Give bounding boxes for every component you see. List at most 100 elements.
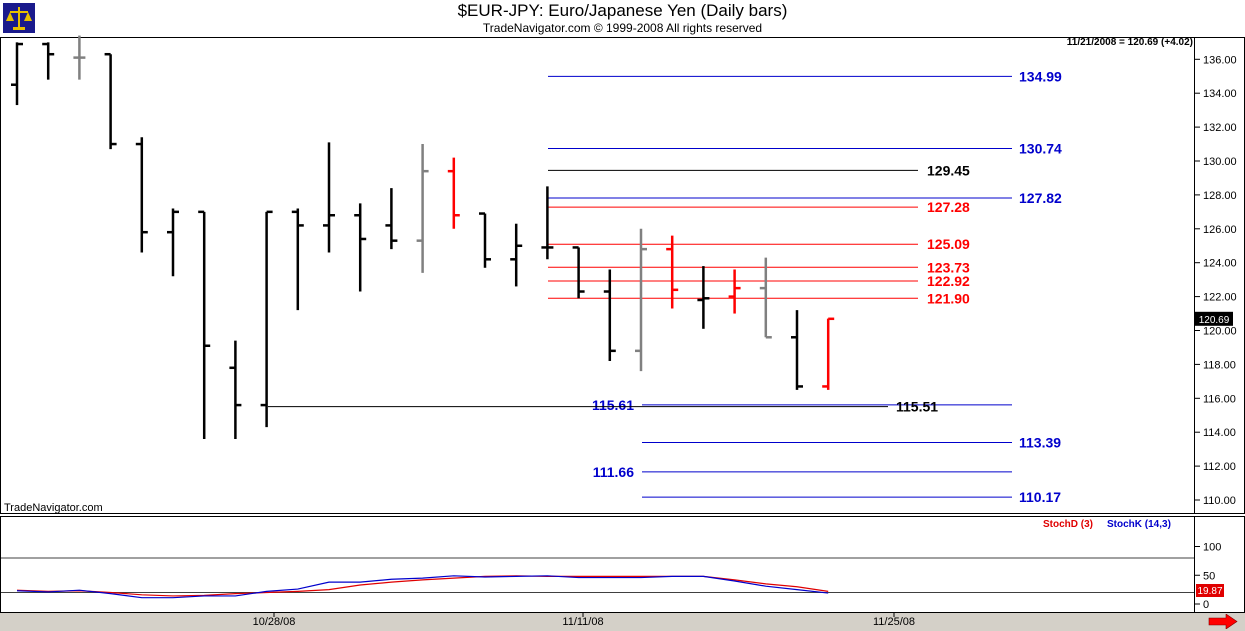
ohlc-bar [697,266,710,329]
price-tick-label: 136.00 [1203,54,1237,66]
ohlc-bar [666,235,679,309]
ohlc-bar [42,42,55,80]
stoch-axis: 0 50 100 [1195,542,1221,611]
scroll-right-arrow-icon[interactable] [1208,614,1238,629]
price-level: 127.28 [548,199,970,215]
price-level: 113.39 [642,435,1061,451]
price-tick-label: 124.00 [1203,258,1237,270]
price-level-label: 110.17 [1019,489,1061,505]
price-level: 127.82 [548,190,1062,206]
price-level-label: 125.09 [927,236,970,252]
last-price-label: 120.69 [1199,315,1230,326]
price-level: 115.61 [592,397,1012,413]
legend-stoch-k: StochK (14,3) [1107,519,1171,530]
ohlc-bar [603,269,616,362]
stoch-reference-lines [1,557,1194,593]
ohlc-bar [416,144,429,273]
price-level-label: 130.74 [1019,140,1062,156]
ohlc-bars [11,35,835,439]
ohlc-bar [229,340,242,439]
price-level: 129.45 [548,162,970,178]
legend-stoch-d: StochD (3) [1043,519,1093,530]
price-level-label: 129.45 [927,162,970,178]
price-level-label: 134.99 [1019,68,1062,84]
price-tick-label: 114.00 [1203,427,1236,439]
ohlc-bar [291,208,304,311]
price-level-label: 123.73 [927,259,970,275]
price-level: 110.17 [642,489,1061,505]
price-readout: 11/21/2008 = 120.69 (+4.02) [1067,37,1193,48]
price-tick-label: 126.00 [1203,224,1237,236]
price-tick-label: 116.00 [1203,393,1236,405]
ohlc-bar [791,310,803,390]
ohlc-bar [354,203,367,292]
price-panel-frame [0,37,1195,514]
stoch-last-label: 19.87 [1197,586,1222,597]
stoch-tick-label: 50 [1203,570,1215,582]
ohlc-bar [822,317,835,390]
ohlc-bar [728,269,741,314]
price-tick-label: 132.00 [1203,122,1237,134]
stoch-axis-frame [1194,516,1245,613]
stoch-tick-label: 100 [1203,542,1221,554]
time-tick-label: 11/11/08 [562,616,603,628]
ohlc-bar [323,142,335,253]
ohlc-bar [260,210,273,428]
price-level-label: 121.90 [927,290,970,306]
price-level-label: 113.39 [1019,435,1061,451]
time-tick-label: 11/25/08 [873,616,915,628]
price-levels: 134.99 130.74 129.45 127.82 127.28 125.09 123.… [268,68,1062,505]
price-tick-label: 120.00 [1203,326,1237,338]
time-axis-bar [0,613,1245,631]
price-tick-label: 112.00 [1203,461,1236,473]
ohlc-bar [198,210,211,439]
ohlc-bar [135,137,148,253]
stoch-panel-frame [0,516,1195,613]
stoch-series-line [16,575,829,599]
ohlc-bar [635,228,647,372]
chart-title: $EUR-JPY: Euro/Japanese Yen (Daily bars) [457,1,788,20]
price-axis-frame [1194,37,1245,514]
ohlc-bar [759,257,772,339]
price-level: 134.99 [548,68,1062,84]
price-level-label: 115.51 [896,399,938,415]
price-tick-label: 130.00 [1203,156,1237,168]
ohlc-bar [11,42,23,106]
price-tick-label: 110.00 [1203,495,1236,507]
ohlc-bar [479,212,491,268]
price-level: 115.51 [268,399,938,415]
chart-subtitle: TradeNavigator.com © 1999-2008 All right… [482,21,763,35]
price-level: 130.74 [548,140,1062,156]
price-tick-label: 118.00 [1203,359,1236,371]
chart-header: $EUR-JPY: Euro/Japanese Yen (Daily bars)… [0,0,1245,37]
ohlc-bar [385,188,398,250]
price-level-label: 115.61 [592,397,634,413]
stoch-series [16,575,829,599]
last-price-marker [1195,311,1233,326]
price-level-label: 111.66 [593,464,634,480]
price-level-label: 122.92 [927,273,970,289]
stoch-tick-label: 0 [1203,599,1209,611]
time-tick-label: 10/28/08 [253,616,296,628]
price-level: 111.66 [593,464,1012,480]
ohlc-bar [447,157,460,229]
ohlc-bar [510,223,523,287]
ohlc-bar [572,246,585,299]
ohlc-bar [167,208,179,277]
time-axis: 10/28/08 11/11/08 11/25/08 [253,613,915,628]
stoch-last-marker [1196,584,1224,597]
price-tick-label: 128.00 [1203,190,1237,202]
ohlc-bar [104,52,117,150]
price-level: 123.73 [548,259,970,275]
price-level-label: 127.82 [1019,190,1062,206]
ohlc-bar [73,35,86,80]
price-level-label: 127.28 [927,199,970,215]
ohlc-bar [541,186,554,260]
price-level: 125.09 [548,236,970,252]
price-tick-label: 122.00 [1203,292,1237,304]
price-tick-label: 134.00 [1203,88,1237,100]
logo-icon [3,3,35,33]
watermark: TradeNavigator.com [4,502,103,514]
price-axis: 110.00 112.00 114.00 116.00 118.00 120.00 122.… [1195,54,1237,507]
